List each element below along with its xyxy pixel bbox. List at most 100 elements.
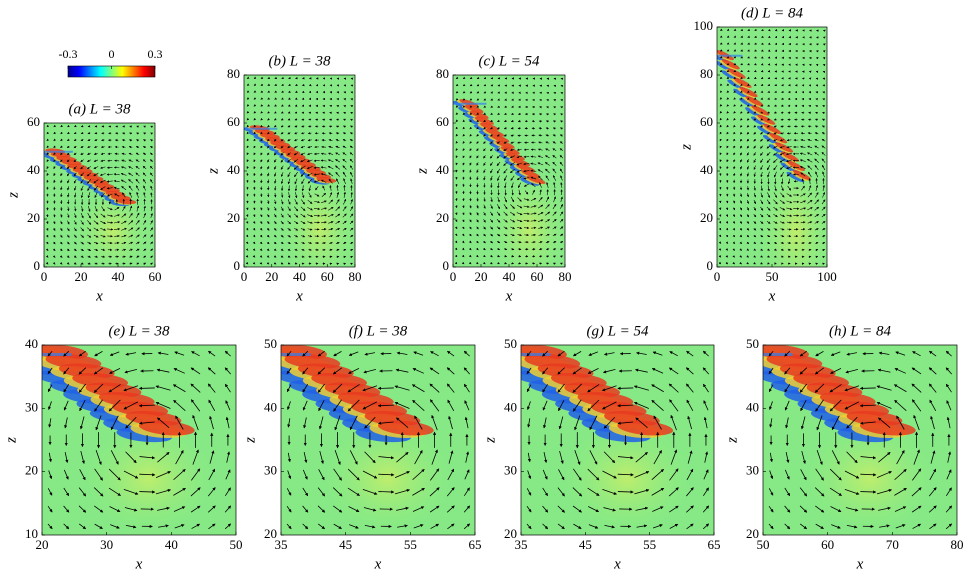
velocity-arrow bbox=[252, 221, 256, 224]
velocity-arrow bbox=[106, 180, 113, 183]
velocity-arrow bbox=[87, 192, 91, 199]
velocity-arrow bbox=[73, 179, 77, 184]
velocity-arrow bbox=[280, 248, 284, 251]
velocity-arrow bbox=[281, 104, 284, 107]
velocity-arrow bbox=[280, 152, 284, 156]
velocity-arrow bbox=[136, 125, 139, 128]
velocity-arrow bbox=[73, 241, 77, 245]
velocity-arrow bbox=[60, 152, 63, 156]
velocity-arrow bbox=[246, 159, 249, 163]
velocity-arrow bbox=[87, 227, 92, 232]
velocity-arrow bbox=[281, 97, 284, 100]
velocity-arrow bbox=[301, 199, 305, 205]
velocity-arrow bbox=[67, 206, 70, 212]
velocity-arrow bbox=[267, 117, 270, 121]
velocity-arrow bbox=[287, 138, 291, 142]
velocity-arrow bbox=[301, 118, 305, 121]
velocity-arrow bbox=[294, 241, 298, 244]
velocity-arrow bbox=[260, 104, 264, 107]
velocity-arrow bbox=[67, 179, 70, 184]
velocity-arrow bbox=[93, 220, 99, 225]
panel-title: (g) L = 54 bbox=[587, 323, 649, 339]
velocity-arrow bbox=[142, 159, 147, 163]
y-tick-label: 20 bbox=[227, 210, 240, 225]
velocity-arrow bbox=[150, 172, 153, 177]
velocity-arrow bbox=[129, 132, 133, 135]
velocity-arrow bbox=[260, 207, 263, 211]
velocity-arrow bbox=[273, 159, 277, 163]
velocity-arrow bbox=[273, 152, 277, 156]
velocity-arrow bbox=[101, 192, 105, 198]
velocity-arrow bbox=[246, 97, 250, 100]
velocity-arrow bbox=[87, 220, 92, 225]
velocity-arrow bbox=[301, 185, 305, 192]
velocity-arrow bbox=[300, 159, 306, 163]
x-axis-label: x bbox=[856, 556, 864, 572]
velocity-arrow bbox=[128, 145, 133, 149]
velocity-arrow bbox=[53, 138, 56, 142]
velocity-arrow bbox=[135, 146, 140, 149]
velocity-arrow bbox=[100, 166, 106, 169]
x-tick-label: 70 bbox=[886, 537, 899, 552]
velocity-arrow bbox=[135, 220, 140, 225]
velocity-arrow bbox=[253, 145, 256, 149]
x-tick-label: 60 bbox=[321, 269, 334, 284]
velocity-arrow bbox=[121, 227, 127, 231]
velocity-arrow bbox=[136, 212, 140, 219]
y-tick-label: 0 bbox=[443, 258, 450, 273]
velocity-arrow bbox=[143, 125, 146, 128]
velocity-arrow bbox=[260, 131, 263, 135]
panel: 0 20 40 60 80 0 20 40 60 80 (b) L = 38 x z bbox=[205, 53, 361, 304]
velocity-arrow bbox=[93, 241, 99, 245]
velocity-arrow bbox=[114, 214, 120, 217]
y-tick-label: 20 bbox=[504, 526, 517, 541]
velocity-arrow bbox=[45, 248, 49, 252]
velocity-arrow bbox=[67, 138, 70, 142]
colorbar-tick-label: 0.3 bbox=[148, 47, 163, 61]
velocity-arrow bbox=[87, 248, 92, 251]
velocity-arrow bbox=[128, 179, 134, 184]
velocity-arrow bbox=[294, 262, 298, 265]
velocity-arrow bbox=[246, 124, 250, 128]
velocity-arrow bbox=[46, 221, 49, 225]
velocity-arrow bbox=[253, 138, 256, 142]
velocity-arrow bbox=[67, 192, 70, 198]
panel-title: (a) L = 38 bbox=[69, 101, 131, 117]
velocity-arrow bbox=[66, 262, 70, 265]
velocity-arrow bbox=[300, 206, 306, 211]
y-tick-label: 50 bbox=[504, 336, 517, 351]
velocity-arrow bbox=[107, 193, 113, 197]
velocity-arrow bbox=[245, 254, 249, 258]
x-axis-label: x bbox=[135, 556, 143, 572]
velocity-arrow bbox=[280, 124, 284, 128]
velocity-arrow bbox=[267, 159, 270, 163]
velocity-arrow bbox=[300, 152, 306, 156]
velocity-arrow bbox=[128, 212, 133, 219]
velocity-arrow bbox=[150, 262, 153, 266]
velocity-arrow bbox=[274, 199, 277, 205]
velocity-arrow bbox=[252, 241, 256, 245]
velocity-arrow bbox=[300, 172, 306, 177]
velocity-arrow bbox=[46, 131, 50, 135]
x-tick-label: 40 bbox=[503, 269, 516, 284]
velocity-arrow bbox=[150, 165, 153, 170]
velocity-arrow bbox=[87, 145, 91, 148]
velocity-arrow bbox=[252, 227, 256, 231]
velocity-arrow bbox=[260, 97, 264, 100]
y-tick-label: 80 bbox=[227, 66, 240, 81]
velocity-arrow bbox=[266, 241, 270, 245]
velocity-arrow bbox=[287, 111, 291, 114]
velocity-arrow bbox=[143, 212, 146, 219]
velocity-arrow bbox=[300, 138, 305, 142]
y-tick-label: 40 bbox=[436, 162, 449, 177]
velocity-arrow bbox=[246, 152, 249, 156]
velocity-arrow bbox=[280, 227, 284, 231]
velocity-arrow bbox=[80, 220, 84, 225]
velocity-arrow bbox=[136, 132, 139, 135]
velocity-arrow bbox=[274, 97, 277, 100]
velocity-arrow bbox=[266, 261, 270, 265]
velocity-arrow bbox=[121, 213, 127, 218]
velocity-arrow bbox=[60, 159, 63, 163]
